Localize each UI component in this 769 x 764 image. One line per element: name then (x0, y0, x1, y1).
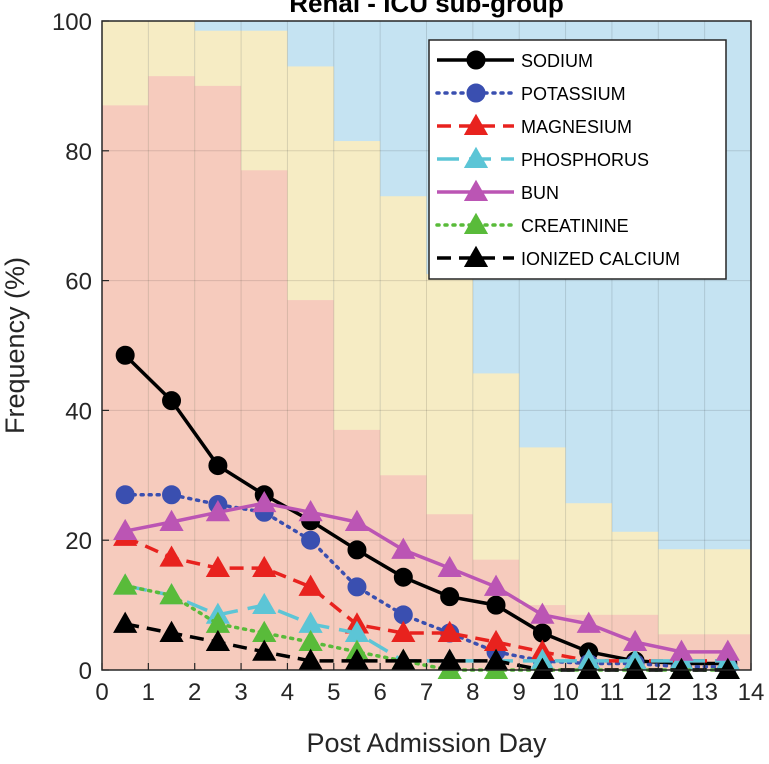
data-point-phosphorus (252, 592, 277, 615)
legend-label-potassium: POTASSIUM (521, 84, 626, 104)
series-line-phosphorus (124, 583, 728, 663)
data-point-ionized-calcium (622, 657, 648, 679)
x-tick-label: 6 (373, 679, 386, 706)
data-point-ionized-calcium (113, 611, 138, 633)
legend-marker-potassium (466, 83, 486, 103)
legend-label-ionized-calcium: IONIZED CALCIUM (521, 249, 680, 269)
data-point-sodium (115, 345, 135, 365)
y-tick-label: 60 (65, 269, 92, 296)
x-tick-label: 9 (513, 679, 526, 706)
x-tick-label: 8 (466, 679, 479, 706)
data-point-sodium (162, 391, 182, 411)
data-point-magnesium (252, 555, 277, 578)
x-tick-label: 12 (645, 679, 672, 706)
data-point-bun (530, 602, 555, 624)
data-point-sodium (347, 540, 367, 560)
data-point-ionized-calcium (715, 657, 740, 679)
x-tick-label: 2 (188, 679, 201, 706)
legend-label-phosphorus: PHOSPHORUS (521, 150, 649, 170)
data-point-ionized-calcium (530, 657, 555, 679)
legend-marker-bun (463, 179, 489, 201)
x-tick-label: 5 (327, 679, 340, 706)
data-point-creatinine (159, 583, 184, 605)
data-point-bun (437, 555, 462, 578)
data-point-potassium (115, 485, 135, 505)
y-tick-label: 100 (52, 9, 92, 36)
data-point-magnesium (437, 620, 462, 642)
data-point-magnesium (159, 545, 184, 567)
data-point-bun (391, 537, 416, 559)
legend-marker-sodium (466, 50, 486, 70)
x-tick-label: 0 (95, 679, 108, 706)
background-bar-red (287, 300, 334, 670)
data-point-ionized-calcium (669, 657, 694, 679)
data-point-bun (252, 490, 277, 513)
legend-marker-ionized-calcium (463, 245, 489, 267)
series-bun (113, 490, 740, 661)
data-point-bun (344, 509, 370, 531)
legend: SODIUM POTASSIUM MAGNESIUM PHOSPHORUS BUN CRE… (428, 39, 727, 280)
data-point-bun (622, 629, 648, 652)
x-tick-label: 11 (599, 679, 624, 706)
data-point-bun (298, 500, 323, 522)
y-tick-label: 0 (79, 658, 92, 685)
x-tick-label: 14 (738, 679, 765, 706)
data-point-sodium (532, 623, 552, 643)
background-bar-red (194, 85, 242, 670)
data-point-ionized-calcium (205, 629, 231, 652)
x-tick-label: 10 (552, 679, 579, 706)
x-tick-label: 13 (691, 679, 718, 706)
y-tick-label: 20 (65, 528, 92, 555)
data-point-bun (113, 518, 138, 541)
x-tick-label: 3 (234, 679, 247, 706)
y-tick-label: 80 (65, 139, 92, 166)
data-point-bun (159, 509, 184, 531)
legend-label-creatinine: CREATININE (521, 216, 629, 236)
legend-marker-creatinine (463, 212, 489, 234)
background-bar-red (148, 76, 195, 671)
data-point-ionized-calcium (576, 657, 601, 679)
data-point-potassium (301, 530, 321, 550)
x-tick-label: 1 (142, 679, 155, 706)
data-point-potassium (162, 485, 182, 505)
data-point-sodium (440, 587, 460, 607)
series-line-bun (124, 501, 728, 654)
x-tick-label: 7 (420, 679, 433, 706)
x-axis-label: Post Admission Day (306, 728, 547, 758)
data-point-bun (576, 611, 601, 633)
data-point-potassium (347, 577, 367, 597)
y-tick-label: 40 (65, 398, 92, 425)
data-point-magnesium (391, 620, 416, 642)
data-point-magnesium (205, 555, 231, 578)
data-point-sodium (486, 595, 506, 615)
legend-marker-phosphorus (463, 146, 489, 168)
legend-label-magnesium: MAGNESIUM (521, 117, 632, 137)
data-point-ionized-calcium (252, 639, 277, 661)
legend-marker-magnesium (463, 113, 489, 135)
data-point-sodium (393, 567, 413, 587)
data-point-ionized-calcium (159, 620, 184, 642)
data-point-magnesium (298, 574, 323, 596)
data-point-sodium (208, 456, 228, 476)
background-bar-red (241, 170, 288, 670)
y-axis-label: Frequency (%) (0, 257, 30, 434)
legend-label-sodium: SODIUM (521, 51, 593, 71)
x-tick-label: 4 (281, 679, 294, 706)
data-point-bun (205, 500, 231, 522)
chart-title: Renal - ICU sub-group (289, 0, 563, 18)
data-point-creatinine (113, 573, 138, 595)
legend-label-bun: BUN (521, 183, 559, 203)
data-point-bun (483, 574, 509, 596)
